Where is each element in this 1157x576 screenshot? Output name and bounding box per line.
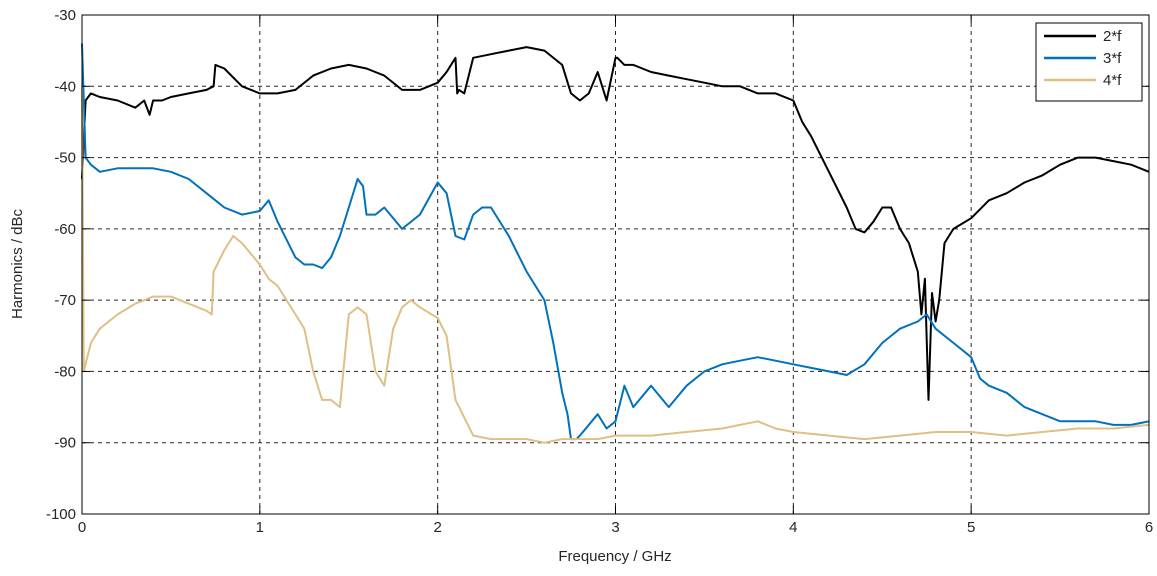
x-axis-title: Frequency / GHz [558, 548, 671, 565]
series-lines [81, 43, 1150, 444]
x-tick-label: 2 [433, 519, 441, 536]
series-line-3f [81, 43, 1150, 441]
x-tick-label: 5 [967, 519, 975, 536]
legend-label: 3*f [1103, 50, 1122, 67]
y-tick-label: -70 [54, 292, 76, 309]
series-line-4f [81, 86, 1150, 444]
x-tick-label: 4 [789, 519, 797, 536]
legend-box [1035, 22, 1143, 102]
legend: 2*f 3*f 4*f [1035, 22, 1143, 102]
y-axis-title: Harmonics / dBc [9, 208, 26, 319]
y-tick-label: -60 [54, 221, 76, 238]
y-tick-label: -90 [54, 435, 76, 452]
x-tick-label: 3 [611, 519, 619, 536]
y-tick-label: -100 [46, 506, 76, 523]
x-tick-label: 6 [1145, 519, 1153, 536]
y-tick-label: -50 [54, 150, 76, 167]
grid-lines [82, 15, 1149, 514]
y-tick-label: -40 [54, 78, 76, 95]
y-tick-label: -80 [54, 363, 76, 380]
x-tick-label: 0 [78, 519, 86, 536]
legend-label: 4*f [1103, 72, 1122, 89]
x-tick-label: 1 [256, 519, 264, 536]
series-line-2f [81, 46, 1150, 401]
legend-label: 2*f [1103, 28, 1122, 45]
axis-ticks: 0 1 2 3 4 5 6 -100 -90 -80 -70 -60 -50 -40 -30 [46, 7, 1153, 536]
y-tick-label: -30 [54, 7, 76, 24]
